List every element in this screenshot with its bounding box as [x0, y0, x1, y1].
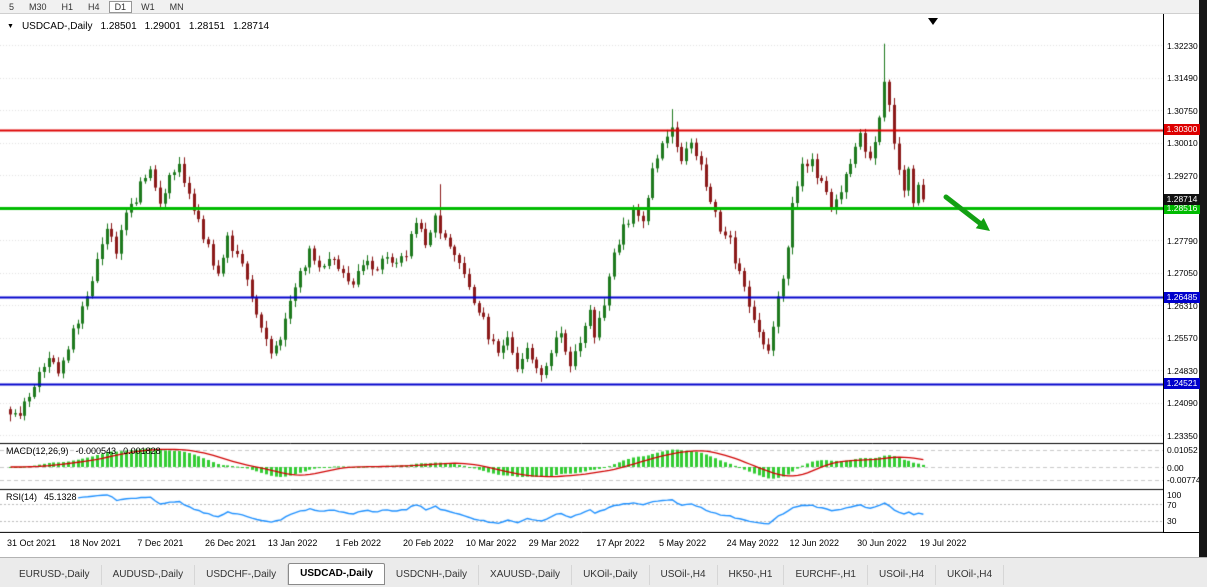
macd-value-2: 0.001828: [123, 446, 161, 456]
price-axis-label: 1.24090: [1167, 398, 1198, 408]
date-axis-label: 18 Nov 2021: [69, 538, 121, 548]
timeframe-button-m30[interactable]: M30: [29, 1, 47, 12]
price-axis-label: 1.23350: [1167, 430, 1198, 441]
chart-dropdown-triangle-icon: ▼: [7, 22, 14, 30]
timeframe-button-h1[interactable]: H1: [61, 1, 74, 12]
price-tag: 1.24521: [1164, 378, 1200, 390]
date-axis-label: 31 Oct 2021: [7, 538, 57, 548]
timeframe-toolbar: 5 M30 H1 H4 D1 W1 MN: [0, 0, 1199, 14]
chart-tab-xauusd-daily[interactable]: XAUUSD-,Daily: [479, 565, 573, 585]
date-axis-label: 26 Dec 2021: [205, 538, 257, 548]
chart-tab-usoil-h4[interactable]: USOil-,H4: [868, 565, 937, 585]
chart-tab-bar: EURUSD-,Daily AUDUSD-,Daily USDCHF-,Daily U…: [0, 557, 1207, 587]
window-edge-strip: [1199, 0, 1207, 557]
macd-value-1: -0.000543: [75, 446, 117, 456]
chart-tab-ukoil-h4[interactable]: UKOil-,H4: [936, 565, 1005, 585]
chart-tab-hk50-h1[interactable]: HK50-,H1: [718, 565, 785, 585]
price-axis[interactable]: 1.32230 1.31490 1.30750 1.30010 1.29270 1.285…: [1163, 14, 1201, 533]
price-axis-label: 1.29270: [1167, 170, 1198, 181]
macd-name: MACD(12,26,9): [6, 446, 69, 456]
rsi-name: RSI(14): [6, 492, 38, 502]
chart-tab-usdcad-daily[interactable]: USDCAD-,Daily: [288, 563, 385, 585]
chart-tab-audusd-daily[interactable]: AUDUSD-,Daily: [102, 565, 196, 585]
ohlc-open-value: 1.28501: [100, 21, 137, 32]
price-axis-label: 1.31490: [1167, 73, 1198, 83]
date-axis-label: 20 Feb 2022: [403, 538, 454, 548]
rsi-axis-label: 30: [1167, 516, 1177, 527]
chart-tab-eurchf-h1[interactable]: EURCHF-,H1: [784, 565, 868, 585]
chart-tab-usoil-h4[interactable]: USOil-,H4: [650, 565, 718, 585]
rsi-indicator-label: RSI(14) 45.1328: [6, 492, 77, 502]
timeframe-button-h4[interactable]: H4: [88, 1, 100, 12]
timeframe-button-d1[interactable]: D1: [108, 0, 133, 13]
rsi-value: 45.1328: [44, 492, 77, 502]
sell-arrow-annotation[interactable]: [942, 193, 1012, 253]
price-axis-label: 1.30750: [1167, 105, 1198, 116]
timeframe-button-w1[interactable]: W1: [141, 1, 155, 12]
price-axis-label: 1.26310: [1167, 300, 1198, 311]
chart-shift-marker[interactable]: [928, 18, 938, 25]
price-axis-label: 1.24830: [1167, 365, 1198, 376]
date-axis-label: 1 Feb 2022: [335, 538, 381, 548]
timeframe-button-5[interactable]: 5: [9, 1, 15, 12]
price-tag: 1.26485: [1164, 291, 1200, 303]
macd-indicator-label: MACD(12,26,9) -0.000543 0.001828: [6, 446, 161, 456]
date-axis[interactable]: 31 Oct 2021 18 Nov 2021 7 Dec 2021 26 Dec 2…: [0, 533, 1163, 557]
rsi-axis-label: 100: [1167, 490, 1182, 500]
price-chart-canvas[interactable]: [0, 14, 1163, 533]
rsi-axis-label: 70: [1167, 499, 1177, 510]
ohlc-close-value: 1.28714: [232, 21, 270, 32]
date-axis-label: 5 May 2022: [659, 538, 707, 548]
arrow-head-icon: [975, 217, 990, 231]
ohlc-low-value: 1.28151: [188, 21, 225, 32]
price-axis-label: 1.25570: [1167, 333, 1198, 343]
date-axis-label: 24 May 2022: [726, 538, 779, 548]
macd-axis-label: 0.00: [1167, 462, 1184, 473]
macd-axis-label: -0.00774: [1167, 475, 1201, 485]
chart-title: ▼ USDCAD-,Daily 1.28501 1.29001 1.28151 …: [7, 21, 269, 32]
chart-tab-usdcnh-daily[interactable]: USDCNH-,Daily: [385, 565, 480, 585]
timeframe-button-mn[interactable]: MN: [169, 1, 184, 12]
ohlc-high-value: 1.29001: [144, 21, 181, 32]
price-tag: 1.30300: [1164, 124, 1200, 136]
price-axis-label: 1.30010: [1167, 138, 1198, 148]
chart-tab-usdchf-daily[interactable]: USDCHF-,Daily: [195, 565, 289, 585]
macd-axis-label: 0.01052: [1167, 445, 1198, 456]
date-axis-label: 19 Jul 2022: [919, 538, 967, 548]
date-axis-label: 29 Mar 2022: [528, 538, 580, 548]
price-axis-label: 1.32230: [1167, 40, 1198, 51]
price-tag: 1.28714: [1164, 193, 1200, 205]
arrow-shaft: [943, 194, 983, 226]
price-axis-label: 1.27790: [1167, 235, 1198, 246]
chart-symbol-label: USDCAD-,Daily: [21, 21, 93, 32]
price-tag: 1.28516: [1164, 202, 1200, 214]
date-axis-label: 10 Mar 2022: [465, 538, 517, 548]
date-axis-label: 7 Dec 2021: [137, 538, 184, 548]
date-axis-label: 13 Jan 2022: [267, 538, 318, 548]
chart-tab-ukoil-daily[interactable]: UKOil-,Daily: [572, 565, 650, 585]
price-axis-label: 1.27050: [1167, 268, 1198, 278]
date-axis-label: 17 Apr 2022: [596, 538, 645, 548]
chart-tab-eurusd-daily[interactable]: EURUSD-,Daily: [8, 565, 102, 585]
date-axis-label: 12 Jun 2022: [789, 538, 839, 548]
date-axis-label: 30 Jun 2022: [857, 538, 907, 548]
